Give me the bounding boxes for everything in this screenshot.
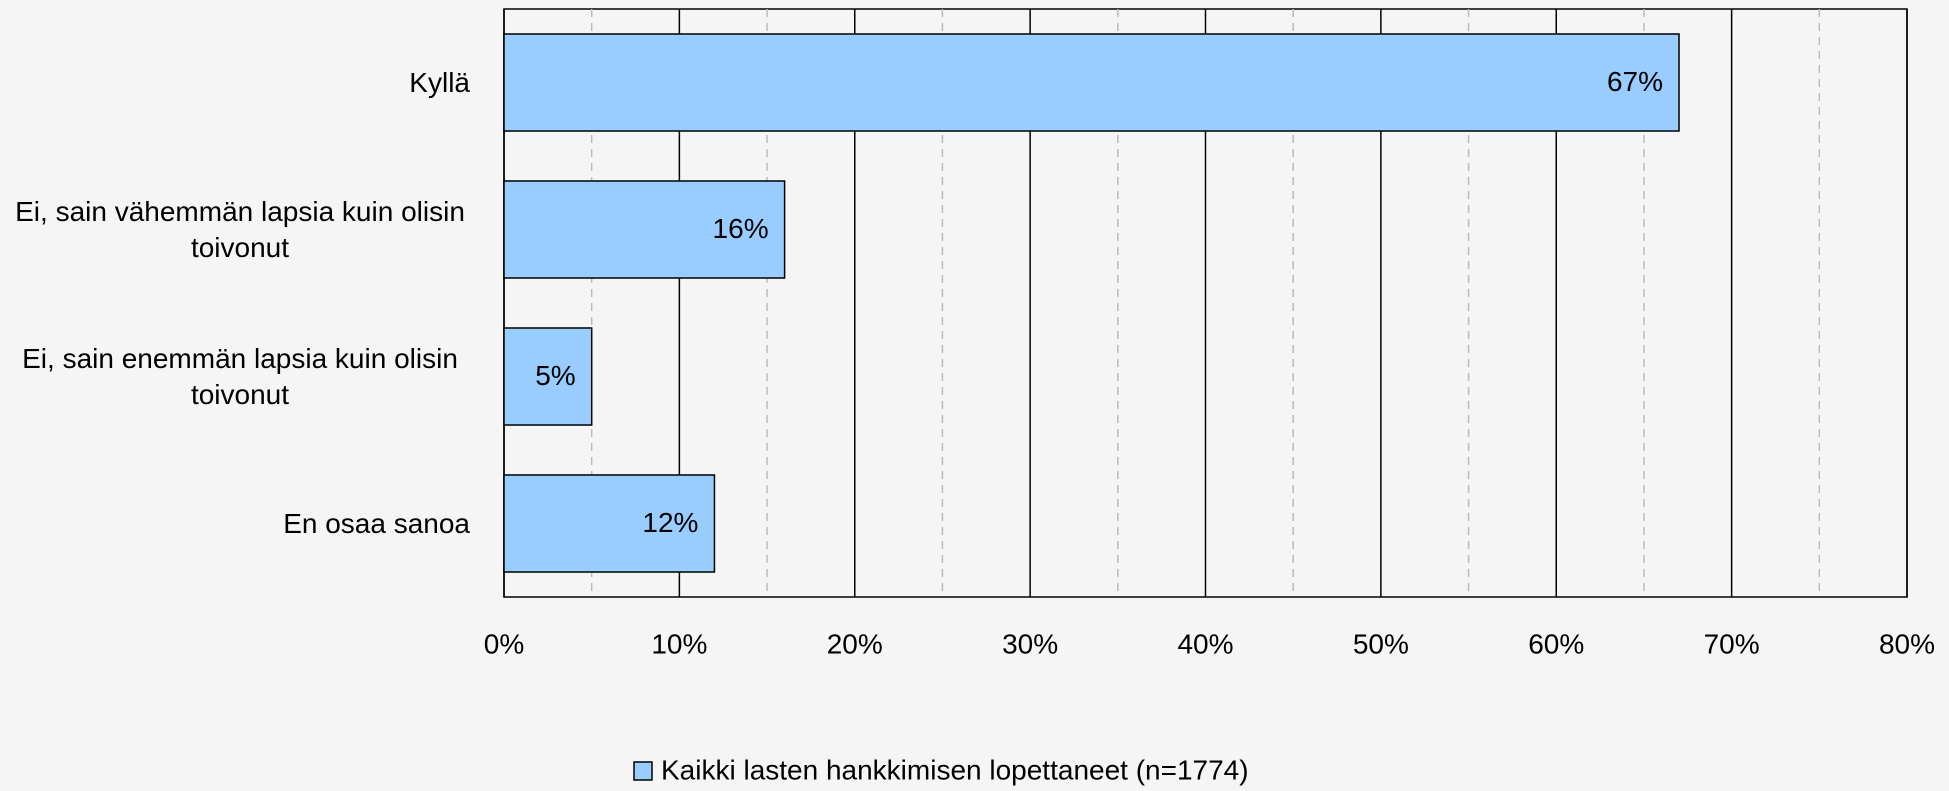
data-label: 16% [713,213,769,244]
y-tick-label-box: En osaa sanoa [0,506,470,542]
x-tick-label: 40% [1177,628,1233,659]
legend-label: Kaikki lasten hankkimisen lopettaneet (n… [661,754,1249,785]
y-tick-label: Ei, sain enemmän lapsia kuin olisin toiv… [22,342,458,410]
bar [503,180,786,279]
x-tick-label: 70% [1704,628,1760,659]
bar [503,474,716,573]
x-tick-label: 10% [651,628,707,659]
bar [503,327,593,426]
x-tick-label: 50% [1353,628,1409,659]
x-tick-label: 80% [1879,628,1935,659]
x-tick-label: 20% [827,628,883,659]
y-tick-label-box: Kyllä [0,65,470,101]
x-tick-label: 0% [484,628,524,659]
y-tick-label: En osaa sanoa [283,507,470,539]
data-label: 67% [1607,66,1663,97]
y-tick-label-box: Ei, sain vähemmän lapsia kuin olisin toi… [0,194,470,266]
data-label: 5% [535,360,575,391]
y-tick-label: Ei, sain vähemmän lapsia kuin olisin toi… [15,195,465,263]
y-tick-label-box: Ei, sain enemmän lapsia kuin olisin toiv… [0,341,470,413]
legend-swatch [633,761,653,781]
bar [503,33,1680,132]
data-label: 12% [642,507,698,538]
x-tick-label: 60% [1528,628,1584,659]
y-tick-label: Kyllä [409,66,470,98]
x-tick-label: 30% [1002,628,1058,659]
